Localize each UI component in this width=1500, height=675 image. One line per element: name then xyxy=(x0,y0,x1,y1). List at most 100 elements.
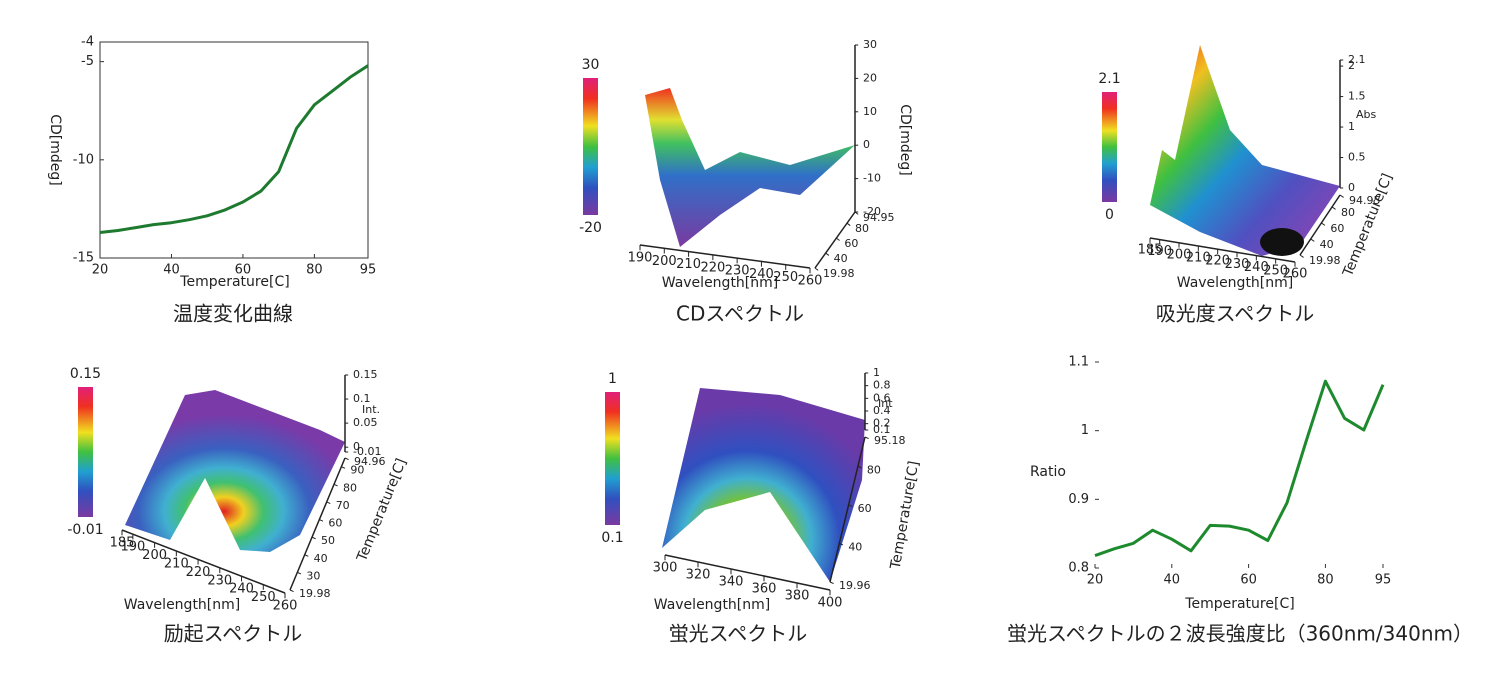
y-tick xyxy=(839,542,844,546)
x-tick-label: 220 xyxy=(1205,254,1230,269)
colorbar-min: -20 xyxy=(579,220,602,236)
x-tick-label: 260 xyxy=(798,274,823,289)
y-tick xyxy=(341,466,346,469)
x-tick-label: 95 xyxy=(360,263,377,278)
x-tick-label: 360 xyxy=(752,582,777,597)
y-tick-label: 19.96 xyxy=(839,579,871,592)
y-axis xyxy=(814,211,856,269)
colorbar-max: 0.15 xyxy=(70,366,101,382)
y-tick-label: -15 xyxy=(73,251,94,266)
x-tick-label: 260 xyxy=(273,599,298,614)
x-tick-label: 400 xyxy=(818,596,843,611)
y-tick-label: 80 xyxy=(855,222,869,235)
colorbar xyxy=(1102,92,1117,202)
surface xyxy=(645,88,855,247)
y-tick-label: 1 xyxy=(1081,423,1089,438)
y-tick xyxy=(854,211,859,215)
x-tick-label: 250 xyxy=(1263,263,1288,278)
z-tick-label: 0.5 xyxy=(1348,151,1366,164)
x-axis-label: Wavelength[nm] xyxy=(662,275,778,291)
y-tick xyxy=(1321,222,1326,226)
x-axis xyxy=(121,529,286,594)
z-tick-label: 2 xyxy=(1348,59,1355,72)
z-tick-label: 0 xyxy=(1348,181,1355,194)
caption: 蛍光スペクトル xyxy=(669,622,808,646)
y-tick-label: 0.8 xyxy=(1068,561,1089,576)
y-tick xyxy=(848,504,853,507)
z-tick-label: -10 xyxy=(863,172,881,185)
caption: 励起スペクトル xyxy=(164,622,303,646)
y-tick xyxy=(814,267,819,271)
colorbar-max: 2.1 xyxy=(1098,71,1120,87)
y-tick xyxy=(344,457,349,461)
y-tick-label: 94.95 xyxy=(1349,194,1381,207)
y-tick-label: 19.98 xyxy=(823,267,855,280)
y-tick xyxy=(297,571,302,575)
y-tick-label: -4 xyxy=(81,35,94,50)
z-tick-label: -0.01 xyxy=(353,445,381,458)
y-tick-label: 40 xyxy=(834,252,848,265)
x-tick-label: 240 xyxy=(229,582,254,597)
y-tick-label: 80 xyxy=(343,481,357,494)
x-axis-label: Wavelength[nm] xyxy=(1177,275,1293,291)
z-tick-label: 0.15 xyxy=(353,368,378,381)
y-tick-label: 40 xyxy=(848,540,862,553)
caption: CDスペクトル xyxy=(676,302,804,326)
x-tick-label: 210 xyxy=(676,257,701,272)
x-tick-label: 20 xyxy=(1087,573,1104,588)
z-tick-label: 0.6 xyxy=(873,391,891,404)
colorbar-min: 0 xyxy=(1105,207,1114,223)
x-axis xyxy=(1149,237,1296,263)
surface xyxy=(125,390,345,552)
y-tick-label: 50 xyxy=(321,534,335,547)
x-tick-label: 200 xyxy=(652,254,677,269)
y-tick-label: 60 xyxy=(328,517,342,530)
x-tick-label: 200 xyxy=(142,548,167,563)
y-tick xyxy=(333,483,338,487)
y-tick xyxy=(1299,254,1304,258)
x-axis-label: Temperature[C] xyxy=(1184,596,1294,612)
x-tick-label: 190 xyxy=(628,251,653,266)
caption: 温度変化曲線 xyxy=(173,302,293,326)
z-tick-label: 10 xyxy=(863,105,877,118)
x-axis-label: Temperature[C] xyxy=(179,274,289,290)
z-tick-label: 0.1 xyxy=(873,423,891,436)
x-tick-label: 80 xyxy=(1317,573,1334,588)
plot-frame xyxy=(99,41,369,259)
z-tick-label: 0.2 xyxy=(873,417,891,430)
y-tick-label: -5 xyxy=(81,54,94,69)
x-tick-label: 20 xyxy=(92,263,109,278)
y-tick-label: 0.9 xyxy=(1068,492,1089,507)
y-tick-label: 60 xyxy=(844,237,858,250)
y-tick-label: 80 xyxy=(1341,206,1355,219)
z-axis-label: CD[mdeg] xyxy=(897,104,913,176)
x-tick-label: 80 xyxy=(306,263,323,278)
y-tick-label: 40 xyxy=(1320,238,1334,251)
y-tick-label: 60 xyxy=(858,502,872,515)
x-tick-label: 200 xyxy=(1167,247,1192,262)
y-tick-label: 19.98 xyxy=(299,587,331,600)
surface xyxy=(662,388,865,582)
surface xyxy=(1150,45,1340,256)
y-tick-label: 60 xyxy=(1330,222,1344,235)
x-tick-label: 185 xyxy=(1138,243,1163,258)
x-tick-label: 40 xyxy=(163,263,180,278)
y-axis xyxy=(829,436,866,583)
y-tick-label: 94.95 xyxy=(863,211,895,224)
x-tick-label: 250 xyxy=(773,270,798,285)
z-tick-label: 1 xyxy=(873,366,880,379)
colorbar xyxy=(583,78,598,215)
x-tick-label: 210 xyxy=(1186,251,1211,266)
z-tick-label: 0.4 xyxy=(873,404,891,417)
z-axis-label: Int xyxy=(878,397,893,410)
y-tick-label: 70 xyxy=(336,499,350,512)
x-tick-label: 250 xyxy=(251,590,276,605)
data-line xyxy=(99,64,369,234)
x-tick-label: 210 xyxy=(164,557,189,572)
x-tick-label: 230 xyxy=(207,573,232,588)
y-tick xyxy=(1339,194,1344,198)
y-tick xyxy=(1310,238,1315,242)
z-tick-label: 0 xyxy=(863,138,870,151)
